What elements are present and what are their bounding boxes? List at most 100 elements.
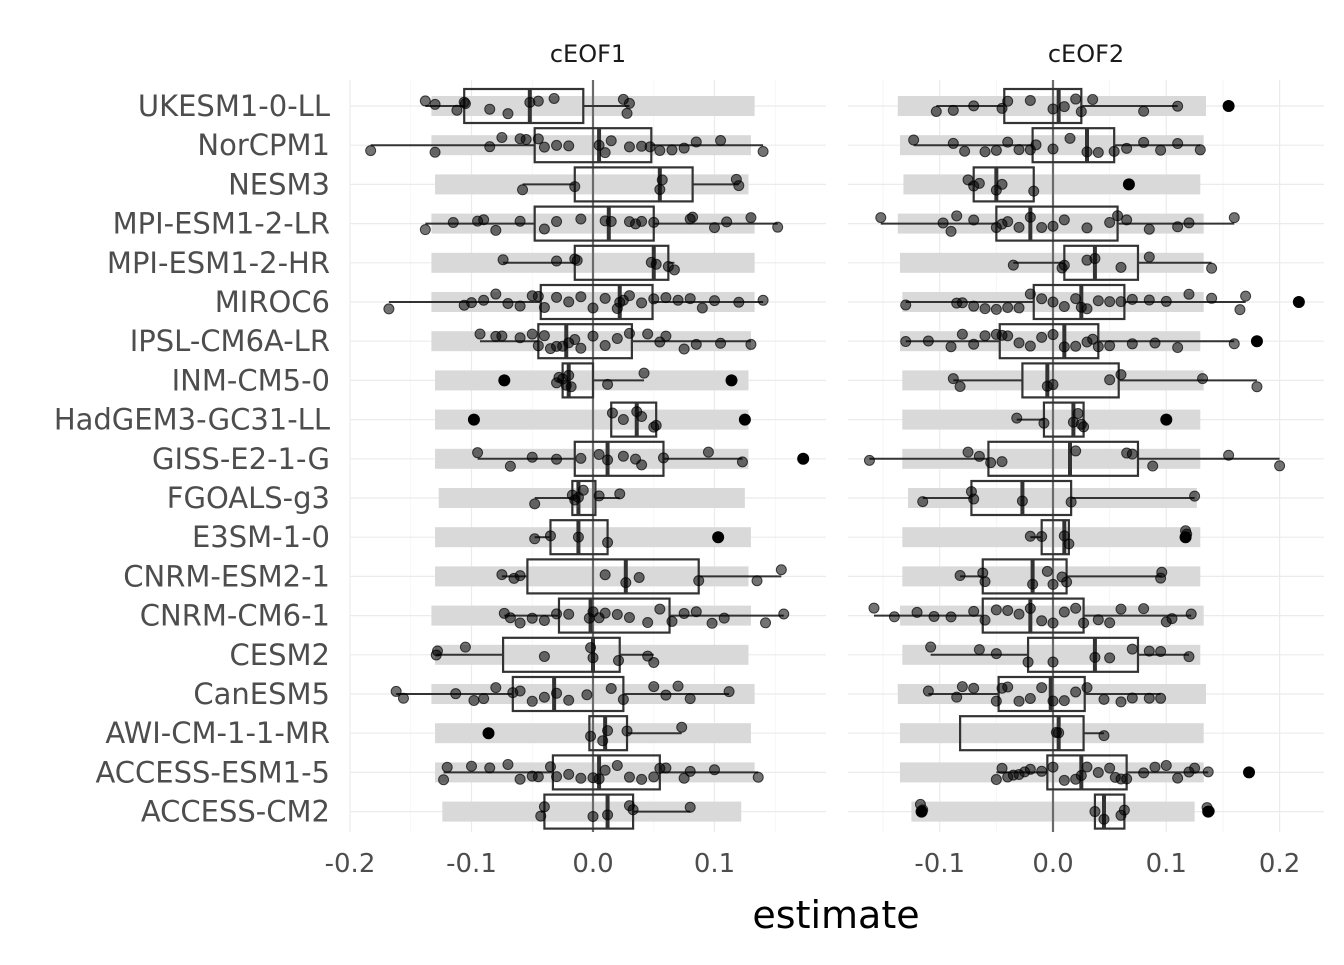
data-point — [959, 145, 971, 157]
box-NESM3 — [517, 166, 745, 203]
data-point — [1024, 94, 1036, 106]
data-point — [979, 303, 991, 315]
data-point — [709, 295, 720, 307]
data-point — [551, 771, 563, 783]
data-point — [1092, 146, 1104, 158]
data-point — [587, 330, 599, 342]
data-point — [551, 255, 563, 267]
box-FGOALS-g3 — [529, 479, 626, 517]
data-point — [678, 142, 690, 154]
box-E3SM-1-0 — [1024, 519, 1193, 556]
data-point — [642, 328, 654, 340]
data-point — [1058, 214, 1070, 226]
data-point — [1138, 105, 1150, 117]
data-point — [1172, 772, 1184, 784]
data-point — [575, 342, 587, 354]
y-tick-label: MPI-ESM1-2-LR — [113, 207, 330, 241]
data-point — [572, 531, 584, 543]
data-point — [660, 762, 672, 774]
data-point — [1041, 565, 1053, 577]
data-point — [532, 95, 544, 107]
data-point — [1081, 146, 1093, 158]
outlier-point — [467, 413, 480, 426]
data-point — [745, 212, 757, 224]
data-point — [1156, 566, 1168, 578]
data-point — [623, 612, 635, 624]
data-point — [1024, 340, 1036, 352]
data-point — [666, 615, 678, 627]
data-point — [1081, 303, 1093, 315]
data-point — [693, 575, 705, 587]
data-point — [1036, 682, 1048, 694]
data-point — [569, 334, 581, 346]
data-point — [563, 608, 575, 620]
x-tick-label: 0.2 — [1259, 849, 1300, 879]
iqr-box — [1046, 754, 1128, 791]
data-point — [1149, 337, 1161, 349]
data-point — [490, 288, 502, 300]
data-point — [947, 373, 959, 385]
data-point — [1081, 682, 1093, 694]
x-axis-title: estimate — [752, 893, 919, 937]
data-point — [620, 577, 632, 589]
data-point — [1189, 762, 1201, 774]
data-point — [1002, 681, 1014, 693]
data-point — [538, 301, 550, 313]
data-point — [990, 303, 1002, 315]
data-point — [945, 225, 957, 237]
data-point — [1104, 216, 1116, 228]
y-tick-label: FGOALS-g3 — [167, 481, 330, 515]
data-point — [1206, 292, 1218, 304]
data-point — [1078, 617, 1090, 629]
data-point — [1058, 301, 1070, 313]
iqr-box — [610, 401, 658, 438]
y-tick-label: GISS-E2-1-G — [152, 442, 330, 476]
iqr-box — [501, 636, 621, 673]
data-point — [474, 328, 486, 340]
data-point — [968, 300, 980, 312]
data-point — [718, 612, 730, 624]
data-point — [947, 137, 959, 149]
data-point — [599, 292, 611, 304]
data-point — [772, 221, 784, 233]
data-point — [968, 605, 980, 617]
data-point — [447, 216, 459, 228]
data-point — [678, 343, 690, 355]
data-point — [621, 107, 633, 119]
data-point — [706, 617, 718, 629]
data-point — [1058, 259, 1070, 271]
data-point — [1098, 693, 1110, 705]
data-point — [538, 801, 550, 813]
data-point — [1002, 136, 1014, 148]
data-point — [684, 293, 696, 305]
row-E3SM-1-0 — [902, 527, 1201, 548]
panels: cEOF1 -0.2 -0.1 0.0 0.1 cEOF2 -0.1 0.0 0.1 0.2 — [325, 40, 1324, 879]
data-point — [587, 652, 599, 664]
data-point — [1047, 695, 1059, 707]
data-point — [979, 614, 991, 626]
data-point — [514, 617, 526, 629]
box-ACCESS-CM2 — [914, 793, 1215, 830]
x-tick-label: -0.2 — [325, 849, 376, 879]
data-point — [990, 773, 1002, 785]
box-NESM3 — [962, 166, 1135, 203]
data-point — [1098, 813, 1110, 825]
data-point — [1058, 695, 1070, 707]
data-point — [563, 768, 575, 780]
y-tick-label: MIROC6 — [215, 285, 330, 319]
row-CNRM-ESM2-1 — [902, 566, 1201, 587]
x-tick-label: 0.0 — [1032, 849, 1073, 879]
data-point — [687, 211, 699, 223]
data-point — [996, 762, 1008, 774]
data-point — [532, 771, 544, 783]
null-band — [435, 174, 749, 195]
box-NorCPM1 — [365, 127, 769, 164]
box-ACCESS-ESM1-5 — [438, 754, 764, 791]
data-point — [1024, 692, 1036, 704]
data-point — [1058, 341, 1070, 353]
data-point — [538, 615, 550, 627]
data-point — [593, 773, 605, 785]
data-point — [1047, 220, 1059, 232]
outlier-point — [915, 805, 928, 818]
data-point — [968, 338, 980, 350]
